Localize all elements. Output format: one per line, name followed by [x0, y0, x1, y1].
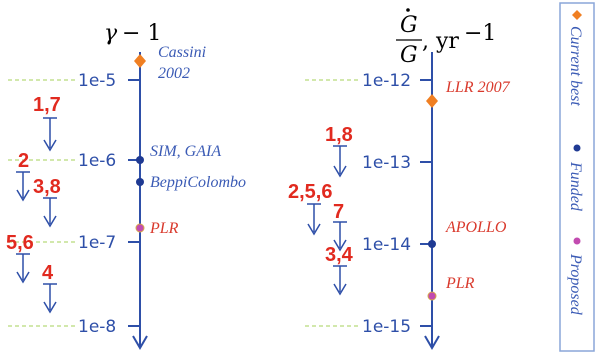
legend-funded-marker [573, 144, 581, 152]
right-title: G G , yr −1 [396, 8, 496, 68]
proposed-marker [427, 291, 437, 301]
left-title: γ − 1 [104, 21, 161, 46]
funded-marker [136, 156, 144, 164]
tick-label: 1e-6 [78, 151, 116, 171]
left-title-gamma: γ [104, 21, 118, 46]
constraint-arrow [333, 221, 347, 252]
legend-label: Funded [567, 161, 584, 212]
current-best-marker [134, 54, 146, 68]
funded-marker [136, 178, 144, 186]
tick-label: 1e-8 [78, 317, 116, 337]
constraint-arrow [43, 117, 57, 152]
tick-label: 1e-12 [362, 71, 411, 91]
proposed-marker [135, 223, 145, 233]
tick-label: 1e-14 [362, 235, 411, 255]
constraint-label: 1,7 [33, 94, 61, 116]
tick-label: 1e-13 [362, 153, 411, 173]
constraint-arrow [16, 253, 30, 284]
constraint-label: 2 [18, 150, 29, 172]
constraint-label: 3,8 [33, 176, 61, 198]
right-title-numerator: G [400, 13, 418, 38]
right-panel: G G , yr −1 1e-12 1e-13 1e-14 1e-15 LLR … [288, 8, 511, 350]
legend-label: Proposed [567, 253, 584, 316]
constraint-label: 4 [42, 262, 54, 284]
left-title-rest: − 1 [122, 21, 161, 46]
point-label: APOLLO [445, 219, 507, 236]
legend-label: Current best [567, 26, 584, 106]
right-title-denominator: G [400, 43, 418, 68]
constraint-label: 1,8 [325, 124, 353, 146]
point-label: PLR [445, 275, 475, 292]
constraint-label: 5,6 [6, 232, 34, 254]
tick-label: 1e-15 [362, 317, 411, 337]
current-best-marker [426, 94, 438, 108]
tick-label: 1e-5 [78, 71, 116, 91]
constraint-label: 7 [333, 201, 344, 223]
point-label: BeppiColombo [150, 174, 246, 191]
legend: Current best Funded Proposed [559, 2, 595, 352]
tick-label: 1e-7 [78, 233, 116, 253]
constraint-label: 3,4 [325, 244, 354, 266]
constraint-label: 2,5,6 [288, 181, 332, 203]
legend-box [559, 2, 595, 352]
funded-marker [428, 240, 436, 248]
point-label: SIM, GAIA [150, 143, 221, 160]
dot-accent [406, 8, 410, 12]
point-label: PLR [149, 220, 179, 237]
point-label: LLR 2007 [445, 79, 511, 96]
left-panel: γ − 1 1e-5 1e-6 1e-7 1e-8 Cassini 2002 S… [6, 21, 246, 350]
point-label: Cassini [158, 44, 206, 61]
constraint-arrow [307, 203, 321, 236]
constraint-arrow [333, 265, 347, 296]
right-title-exponent: −1 [464, 21, 496, 46]
legend-current-best-marker [572, 10, 582, 20]
legend-proposed-marker [573, 237, 581, 245]
constraint-arrow [43, 283, 57, 314]
left-axis-arrowhead [132, 335, 148, 350]
right-axis-arrowhead [424, 335, 440, 350]
constraint-arrow [333, 145, 347, 178]
point-label: 2002 [158, 65, 190, 82]
right-title-unit: , yr [422, 29, 459, 54]
constraint-arrow [16, 171, 30, 202]
constraint-arrow [43, 197, 57, 228]
